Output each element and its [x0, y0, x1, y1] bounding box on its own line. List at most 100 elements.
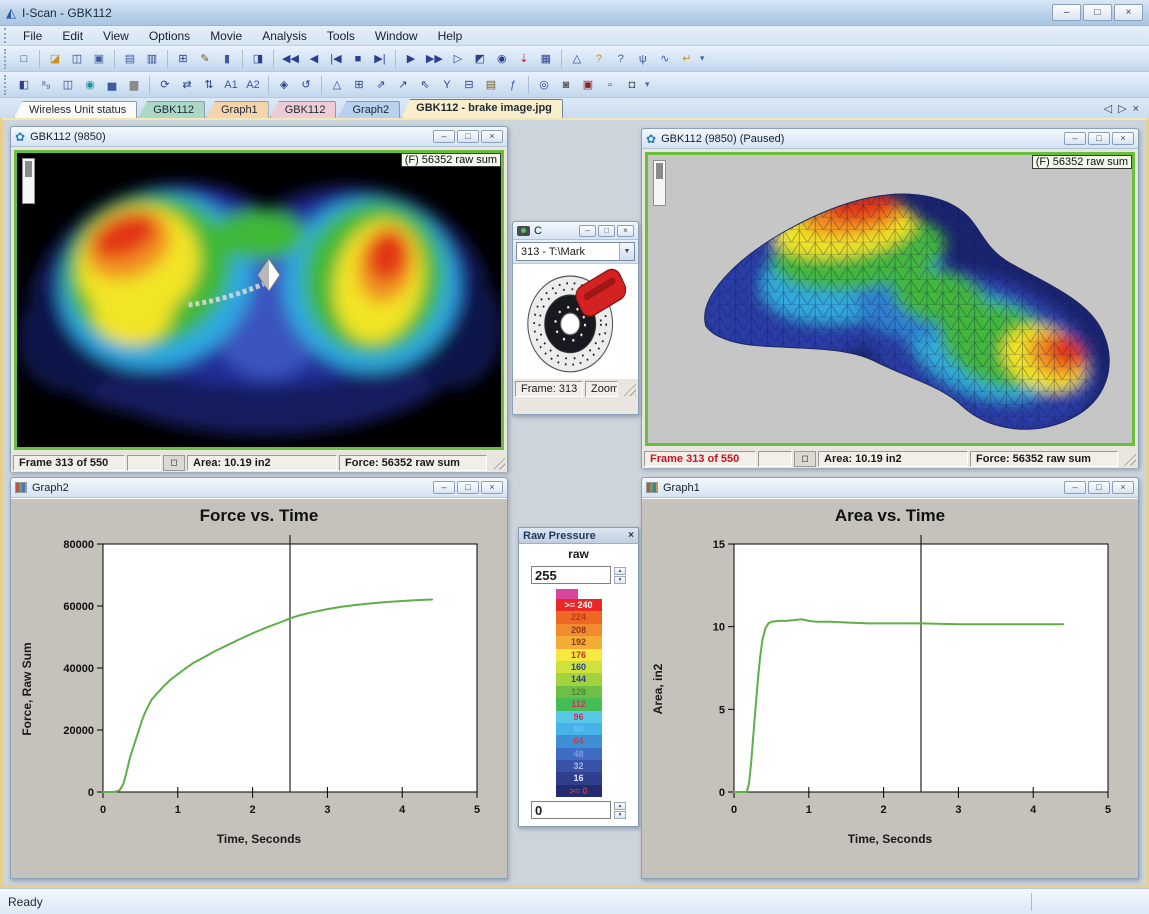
open-remote-icon[interactable]: ◫ — [71, 53, 83, 65]
tab-graph1[interactable]: Graph1 — [205, 101, 269, 118]
column-report-icon[interactable]: ⊟ — [464, 79, 474, 91]
frame-list-icon[interactable]: ▦ — [540, 53, 552, 65]
new-file-icon[interactable]: □ — [20, 52, 28, 65]
spin-down-icon[interactable]: ▼ — [614, 575, 626, 584]
close-button[interactable]: × — [1114, 4, 1143, 21]
rewind-icon[interactable]: ◀◀ — [282, 53, 299, 65]
orient-icon[interactable]: ◈ — [279, 79, 289, 91]
max-value-input[interactable]: 255 — [531, 566, 611, 584]
spin-up-icon[interactable]: ▲ — [614, 801, 626, 810]
close-button[interactable]: × — [1112, 132, 1134, 145]
rotate-left-icon[interactable]: ↺ — [301, 79, 311, 91]
legend-toggle-icon[interactable]: ◻ — [163, 454, 185, 471]
pressure-map-3d[interactable]: (F) 56352 raw sum — [645, 152, 1135, 446]
equilibrate-icon[interactable]: ◨ — [252, 53, 264, 65]
signal-icon[interactable]: ∿ — [660, 53, 670, 65]
report-icon[interactable]: ▤ — [485, 79, 497, 91]
toolbar-overflow-icon[interactable]: ▾ — [699, 53, 705, 63]
peak-icon[interactable]: △ — [332, 79, 342, 91]
drop-marker-icon[interactable]: ◉ — [85, 79, 95, 91]
maximize-button[interactable]: □ — [1088, 481, 1110, 494]
graph-open-icon[interactable]: ↗ — [398, 79, 408, 91]
maximize-button[interactable]: □ — [1083, 4, 1112, 21]
open-file-icon[interactable]: ◪ — [49, 53, 61, 65]
minimize-button[interactable]: – — [1064, 132, 1086, 145]
resize-grip[interactable] — [622, 382, 636, 396]
chevron-down-icon[interactable]: ▼ — [619, 243, 634, 260]
exit-icon[interactable]: ↵ — [682, 53, 692, 65]
maximize-button[interactable]: □ — [598, 224, 615, 237]
minimize-button[interactable]: – — [579, 224, 596, 237]
pressure-map-2d[interactable]: (F) 56352 raw sum — [14, 150, 504, 450]
projector-icon[interactable]: ◎ — [539, 79, 549, 91]
find-frame-icon[interactable]: ◉ — [497, 53, 507, 65]
image-source-dropdown[interactable]: 313 - T:\Mark ▼ — [516, 242, 635, 261]
tab-gbk112[interactable]: GBK112 — [138, 101, 205, 118]
menu-file[interactable]: File — [23, 28, 43, 43]
graph-up-icon[interactable]: ⇗ — [376, 79, 386, 91]
close-button[interactable]: × — [1112, 481, 1134, 494]
fast-forward-icon[interactable]: ▶▶ — [425, 53, 443, 65]
frame-back-icon[interactable]: ◀ — [309, 53, 319, 65]
copy-graphics-icon[interactable]: ✎ — [200, 53, 210, 65]
menu-analysis[interactable]: Analysis — [262, 28, 307, 43]
selection-box-icon[interactable]: ▫ — [608, 78, 612, 91]
menu-movie[interactable]: Movie — [210, 28, 243, 43]
tab-gbk112[interactable]: GBK112 — [269, 101, 337, 118]
swap-vertical-icon[interactable]: ⇅ — [204, 79, 214, 91]
min-value-input[interactable]: 0 — [531, 801, 611, 820]
snapshot-icon[interactable]: ◘ — [628, 78, 636, 91]
bar-graph-1-icon[interactable]: ▅ — [107, 79, 117, 91]
spin-up-icon[interactable]: ▲ — [614, 566, 626, 575]
maximize-button[interactable]: □ — [1088, 132, 1110, 145]
window-title-bar[interactable]: C – □ × — [513, 222, 638, 240]
grid-view-icon[interactable]: ⊞ — [354, 79, 364, 91]
movie-options-icon[interactable]: ◩ — [474, 53, 486, 65]
window-title-bar[interactable]: ✿ GBK112 (9850) – □ × — [11, 127, 507, 147]
print-preview-icon[interactable]: ▥ — [146, 53, 158, 65]
toolbar-overflow-icon[interactable]: ▾ — [645, 79, 650, 89]
map-cursor[interactable] — [187, 258, 281, 308]
angle-graph-icon[interactable]: △ — [572, 53, 582, 65]
bar-graph-2-icon[interactable]: ▆ — [129, 79, 139, 91]
play-to-marker-icon[interactable]: ▷ — [453, 53, 463, 65]
colorbar-slider[interactable] — [22, 158, 35, 204]
minimize-button[interactable]: – — [1064, 481, 1086, 494]
graph-function-icon[interactable]: ƒ — [509, 78, 517, 91]
tab-gbk112-brake-image-jpg[interactable]: GBK112 - brake image.jpg — [401, 99, 563, 118]
help-icon[interactable]: ? — [595, 52, 602, 65]
resize-grip[interactable] — [491, 455, 505, 470]
close-icon[interactable]: × — [628, 530, 634, 541]
stop-icon[interactable]: ■ — [354, 52, 362, 65]
copy-icon[interactable]: ⊞ — [178, 53, 188, 65]
menu-view[interactable]: View — [103, 28, 129, 43]
swap-horizontal-icon[interactable]: ⇄ — [182, 79, 192, 91]
decimal-display-icon[interactable]: ⁸₉ — [41, 78, 51, 91]
close-button[interactable]: × — [481, 130, 503, 143]
average-1-icon[interactable]: A1 — [224, 78, 238, 91]
colorbar-slider[interactable] — [653, 160, 666, 206]
play-icon[interactable]: ▶ — [406, 53, 416, 65]
menu-window[interactable]: Window — [374, 28, 418, 43]
window-title-bar[interactable]: Graph2 – □ × — [11, 478, 507, 498]
menu-tools[interactable]: Tools — [326, 28, 355, 43]
context-help-icon[interactable]: ? — [617, 52, 624, 65]
film-audio-icon[interactable]: ▣ — [582, 79, 594, 91]
wireless-icon[interactable]: ψ — [638, 52, 647, 65]
average-2-icon[interactable]: A2 — [246, 78, 260, 91]
tab-scroll-right-icon[interactable]: ▷ — [1118, 103, 1127, 115]
tab-scroll-left-icon[interactable]: ◁ — [1103, 103, 1113, 115]
first-frame-icon[interactable]: |◀ — [330, 53, 342, 65]
threshold-down-icon[interactable]: ⇣ — [519, 53, 529, 65]
minimize-button[interactable]: – — [433, 130, 455, 143]
tab-wireless-unit-status[interactable]: Wireless Unit status — [14, 101, 138, 118]
contrast-icon[interactable]: ◧ — [18, 79, 30, 91]
resize-grip[interactable] — [1122, 451, 1136, 466]
legend-toggle-icon[interactable]: ◻ — [794, 450, 816, 467]
minimize-button[interactable]: – — [433, 481, 455, 494]
spin-down-icon[interactable]: ▼ — [614, 810, 626, 819]
close-button[interactable]: × — [617, 224, 634, 237]
last-frame-icon[interactable]: ▶| — [374, 53, 386, 65]
save-icon[interactable]: ▣ — [93, 53, 105, 65]
cell-grid-icon[interactable]: ◫ — [62, 79, 74, 91]
